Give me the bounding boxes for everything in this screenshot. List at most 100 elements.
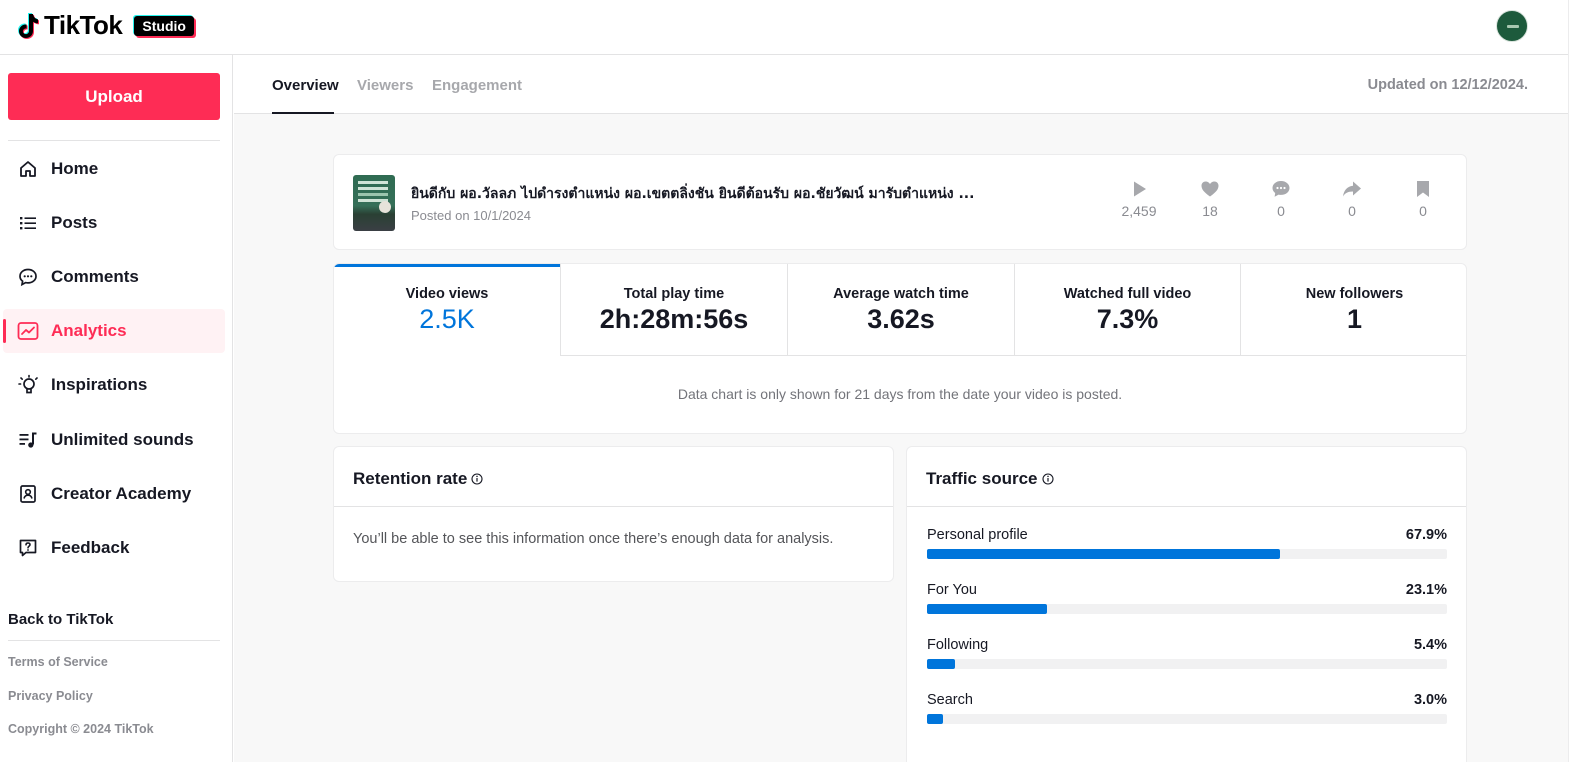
main-content: Overview Viewers Engagement Updated on 1… <box>234 55 1568 762</box>
video-plays-stat: 2,459 <box>1114 179 1164 219</box>
sidebar-item-home[interactable]: Home <box>3 147 225 191</box>
plays-count: 2,459 <box>1121 203 1157 219</box>
tab-overview[interactable]: Overview <box>272 77 339 94</box>
home-icon <box>17 158 39 180</box>
sidebar: Upload Home Posts Comments Analytics Ins… <box>0 55 233 762</box>
studio-badge: Studio <box>134 15 194 36</box>
retention-rate-card: Retention rate You’ll be able to see thi… <box>333 446 894 582</box>
metric-value: 3.62s <box>867 304 935 334</box>
traffic-source-percent: 23.1% <box>1405 582 1447 598</box>
heart-icon <box>1201 181 1219 197</box>
metric-watched-full-video[interactable]: Watched full video 7.3% <box>1015 264 1241 356</box>
copyright-text: Copyright © 2024 TikTok <box>8 722 154 736</box>
metric-label: Average watch time <box>833 286 969 302</box>
traffic-source-row: Following 5.4% <box>927 637 1447 677</box>
analytics-tab-bar: Overview Viewers Engagement Updated on 1… <box>234 55 1568 114</box>
traffic-source-percent: 3.0% <box>1413 692 1447 708</box>
metric-value: 1 <box>1346 304 1363 334</box>
privacy-policy-link[interactable]: Privacy Policy <box>8 689 93 703</box>
traffic-source-percent: 67.9% <box>1405 527 1447 543</box>
sidebar-item-label: Analytics <box>51 321 127 340</box>
comments-count: 0 <box>1277 203 1285 219</box>
tab-viewers[interactable]: Viewers <box>357 77 414 94</box>
back-to-tiktok-link[interactable]: Back to TikTok <box>8 611 114 628</box>
traffic-source-row: Personal profile 67.9% <box>927 527 1447 567</box>
card-divider <box>334 506 893 507</box>
info-icon[interactable] <box>471 473 483 485</box>
video-thumbnail[interactable] <box>353 175 395 231</box>
sidebar-item-feedback[interactable]: Feedback <box>3 526 225 570</box>
traffic-source-name: Search <box>927 692 973 708</box>
sidebar-item-posts[interactable]: Posts <box>3 201 225 245</box>
video-comments-stat: 0 <box>1256 179 1306 219</box>
traffic-source-bar-track <box>927 714 1447 724</box>
traffic-source-name: Following <box>927 637 989 653</box>
traffic-source-row: For You 23.1% <box>927 582 1447 622</box>
sidebar-item-label: Home <box>51 159 99 178</box>
metric-value: 2.5K <box>419 304 475 334</box>
sidebar-item-analytics[interactable]: Analytics <box>3 309 225 353</box>
retention-title-text: Retention rate <box>353 469 468 488</box>
metric-total-play-time[interactable]: Total play time 2h:28m:56s <box>561 264 788 356</box>
traffic-source-name: For You <box>927 582 977 598</box>
traffic-source-bar-track <box>927 604 1447 614</box>
traffic-source-percent: 5.4% <box>1413 637 1447 653</box>
upload-button[interactable]: Upload <box>8 73 220 120</box>
sidebar-item-label: Feedback <box>51 538 130 557</box>
traffic-source-bar-fill <box>927 549 1281 559</box>
sidebar-divider <box>8 140 220 141</box>
sidebar-item-label: Creator Academy <box>51 484 192 503</box>
sidebar-item-unlimited-sounds[interactable]: Unlimited sounds <box>3 418 225 462</box>
metric-value: 7.3% <box>1096 304 1159 334</box>
metrics-card: Video views 2.5K Total play time 2h:28m:… <box>333 263 1467 434</box>
traffic-source-bar-track <box>927 659 1447 669</box>
traffic-source-bar-fill <box>927 604 1048 614</box>
video-likes-stat: 18 <box>1185 179 1235 219</box>
metric-average-watch-time[interactable]: Average watch time 3.62s <box>788 264 1015 356</box>
sidebar-item-label: Comments <box>51 267 139 286</box>
video-shares-stat: 0 <box>1327 179 1377 219</box>
academy-icon <box>17 483 39 505</box>
traffic-source-bar-fill <box>927 659 956 669</box>
feedback-icon <box>17 537 39 559</box>
metric-label: Watched full video <box>1063 286 1192 302</box>
shares-count: 0 <box>1348 203 1356 219</box>
tiktok-note-icon <box>18 12 39 39</box>
tiktok-studio-logo[interactable]: TikTok Studio <box>16 10 194 41</box>
info-icon[interactable] <box>1041 473 1054 485</box>
tab-engagement[interactable]: Engagement <box>432 77 523 94</box>
metric-video-views[interactable]: Video views 2.5K <box>334 264 561 356</box>
traffic-source-card: Traffic source Personal profile 67.9% Fo… <box>906 446 1467 762</box>
metric-value: 2h:28m:56s <box>599 304 749 334</box>
terms-of-service-link[interactable]: Terms of Service <box>8 655 108 669</box>
updated-date: Updated on 12/12/2024. <box>1367 77 1528 93</box>
card-divider <box>907 506 1466 507</box>
list-icon <box>17 212 39 234</box>
sidebar-item-creator-academy[interactable]: Creator Academy <box>3 472 225 516</box>
user-avatar[interactable] <box>1496 10 1528 42</box>
likes-count: 18 <box>1202 203 1218 219</box>
video-saves-stat: 0 <box>1398 179 1448 219</box>
video-summary-card: ยินดีกับ ผอ.วัลลภ ไปดำรงตำแหน่ง ผอ.เขตตล… <box>333 154 1467 250</box>
page-scrollbar[interactable] <box>1568 0 1589 762</box>
traffic-title: Traffic source <box>926 469 1054 489</box>
sidebar-item-label: Posts <box>51 213 98 232</box>
retention-title: Retention rate <box>353 469 483 489</box>
traffic-source-bar-track <box>927 549 1447 559</box>
video-posted-date: Posted on 10/1/2024 <box>411 208 531 223</box>
logo-text: TikTok <box>44 10 123 40</box>
sidebar-item-comments[interactable]: Comments <box>3 255 225 299</box>
metric-label: New followers <box>1305 286 1404 302</box>
comment-icon <box>17 266 39 288</box>
video-title[interactable]: ยินดีกับ ผอ.วัลลภ ไปดำรงตำแหน่ง ผอ.เขตตล… <box>411 186 975 202</box>
sidebar-divider <box>8 640 220 641</box>
share-icon <box>1343 181 1361 197</box>
chart-availability-note: Data chart is only shown for 21 days fro… <box>677 386 1123 402</box>
traffic-source-bar-fill <box>927 714 943 724</box>
comment-bubble-icon <box>1272 181 1290 197</box>
metric-new-followers[interactable]: New followers 1 <box>1241 264 1466 356</box>
metric-label: Video views <box>405 286 489 302</box>
saves-count: 0 <box>1419 203 1427 219</box>
active-tab-indicator <box>272 112 334 114</box>
sidebar-item-inspirations[interactable]: Inspirations <box>3 363 225 407</box>
